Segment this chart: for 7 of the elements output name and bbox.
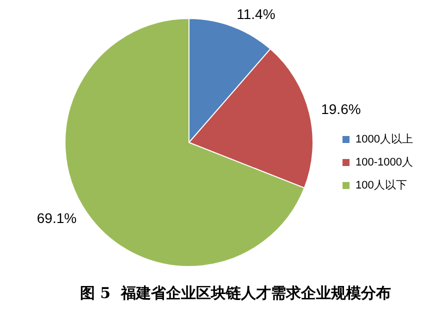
legend-label: 1000人以上 <box>356 132 413 146</box>
data-label: 69.1% <box>36 210 77 226</box>
legend-label: 100人以下 <box>356 178 407 192</box>
text: 图 5 福建省企业区块链人才需求企业规模分布 <box>80 284 392 302</box>
data-label: 11.4% <box>236 6 276 22</box>
legend-label: 100-1000人 <box>356 156 414 169</box>
data-label: 19.6% <box>321 101 361 118</box>
